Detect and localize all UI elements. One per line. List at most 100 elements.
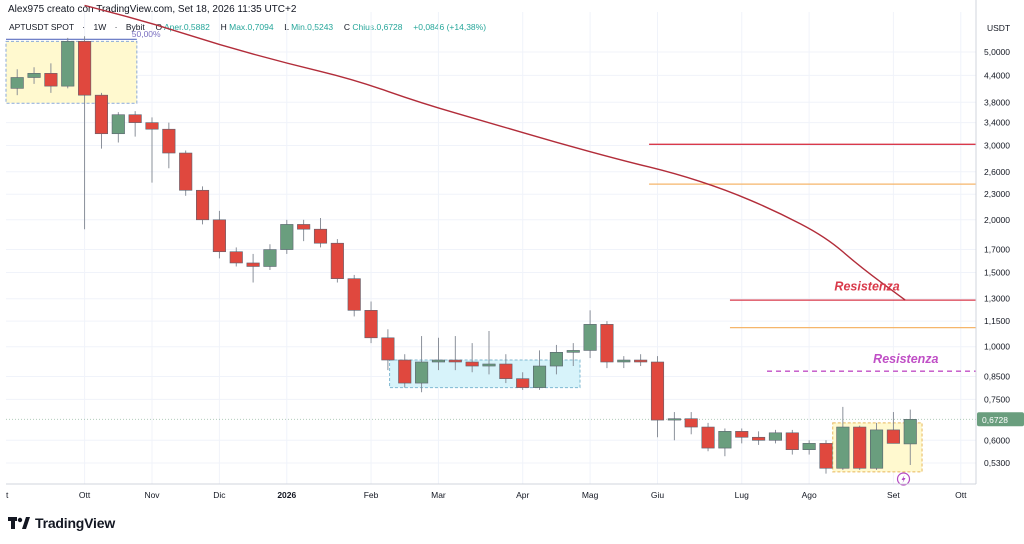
symbol-interval[interactable]: 1W: [93, 22, 107, 32]
candle: [667, 412, 681, 441]
candle: [549, 344, 563, 375]
tradingview-branding[interactable]: TradingView: [8, 515, 115, 531]
candle-body: [532, 365, 547, 388]
candle: [431, 337, 446, 371]
candle: [162, 122, 176, 169]
last-price-badge: [977, 412, 1024, 427]
y-tick-label: 0,8500: [984, 371, 1010, 381]
x-tick-label: Nov: [144, 490, 160, 500]
y-tick-label: 4,4000: [984, 70, 1010, 80]
high-label: H: [220, 22, 227, 32]
close-value: Chius.0,6728: [352, 22, 403, 32]
candle-body: [903, 419, 917, 445]
symbol-info-bar: APTUSDT SPOT · 1W · Bybit O Aper.0,5882 …: [9, 22, 487, 32]
x-tick-label: Mar: [431, 490, 446, 500]
candle: [583, 310, 597, 359]
open-label: O: [155, 22, 163, 32]
moving-average-layer: [84, 4, 906, 301]
currency-label: USDT: [987, 23, 1010, 33]
candle-body: [869, 429, 884, 469]
candle-body: [499, 363, 513, 379]
candle-body: [819, 443, 833, 469]
x-tick-label: Giu: [651, 490, 665, 500]
candle: [650, 356, 665, 438]
y-tick-label: 1,5000: [984, 267, 1010, 277]
candle-body: [263, 249, 277, 267]
candle: [819, 440, 833, 474]
y-tick-label: 1,3000: [984, 294, 1010, 304]
candle-body: [617, 359, 631, 363]
y-tick-label: 5,0000: [984, 47, 1010, 57]
symbol-pair[interactable]: APTUSDT SPOT: [9, 22, 74, 32]
grid: [6, 12, 976, 484]
candle: [516, 372, 530, 390]
candle: [229, 247, 243, 267]
candle-body: [347, 278, 361, 311]
candle: [27, 67, 41, 84]
candle-body: [27, 73, 41, 78]
candle-body: [465, 361, 479, 367]
candle-body: [718, 431, 732, 449]
candle-body: [448, 359, 462, 363]
candle-body: [94, 94, 108, 135]
candle: [212, 210, 226, 259]
candle: [617, 356, 631, 369]
candle-body: [313, 228, 328, 244]
y-tick-label: 2,3000: [984, 189, 1010, 199]
candle-body: [364, 310, 378, 339]
last-price-label: 0,6728: [982, 415, 1008, 425]
candle: [600, 321, 614, 369]
candle-body: [431, 359, 446, 363]
candle-body: [701, 426, 715, 449]
candle: [482, 330, 496, 375]
candle: [869, 422, 884, 471]
candles: [10, 36, 917, 474]
lightning-marker-icon: [896, 472, 911, 486]
y-tick-label: 2,6000: [984, 167, 1010, 177]
close-label: C: [343, 22, 351, 32]
y-tick-label: 3,4000: [984, 118, 1010, 128]
candle-body: [330, 242, 344, 279]
high-value: Max.0,7094: [229, 22, 274, 32]
candle-body: [280, 224, 294, 250]
x-tick-label: Ago: [802, 490, 817, 500]
candle: [78, 36, 92, 230]
candle: [802, 440, 816, 455]
candle: [853, 425, 867, 471]
candle: [735, 428, 749, 444]
candle-body: [752, 436, 766, 441]
candle-body: [735, 431, 749, 438]
candle: [145, 117, 159, 183]
candle: [44, 63, 58, 93]
resistance-levels: [6, 143, 976, 420]
x-tick-label: Apr: [516, 490, 529, 500]
candle: [634, 354, 648, 367]
candle: [61, 37, 75, 89]
candle-body: [785, 432, 799, 450]
candle-body: [179, 152, 193, 191]
resistenza-red-label: Resistenza: [834, 279, 899, 293]
x-tick-label: Feb: [364, 490, 379, 500]
candle: [246, 253, 260, 283]
candle: [94, 92, 108, 149]
candle: [330, 239, 344, 283]
candle: [10, 69, 24, 96]
candle: [196, 186, 210, 225]
y-tick-label: 1,1500: [984, 316, 1010, 326]
candle-body: [246, 262, 260, 267]
candle-body: [634, 359, 648, 363]
candle-body: [229, 251, 243, 264]
x-tick-label: Mag: [582, 490, 599, 500]
y-tick-label: 0,5300: [984, 458, 1010, 468]
candle-body: [111, 114, 125, 135]
candle-body: [196, 189, 210, 221]
candle: [364, 301, 378, 344]
candle-body: [145, 122, 159, 130]
lightning-icon-bolt: [901, 475, 906, 483]
symbol-exchange: Bybit: [125, 22, 145, 32]
candle: [111, 112, 125, 143]
candle: [718, 428, 732, 457]
candle-body: [128, 114, 142, 123]
x-tick-label: Dic: [213, 490, 226, 500]
